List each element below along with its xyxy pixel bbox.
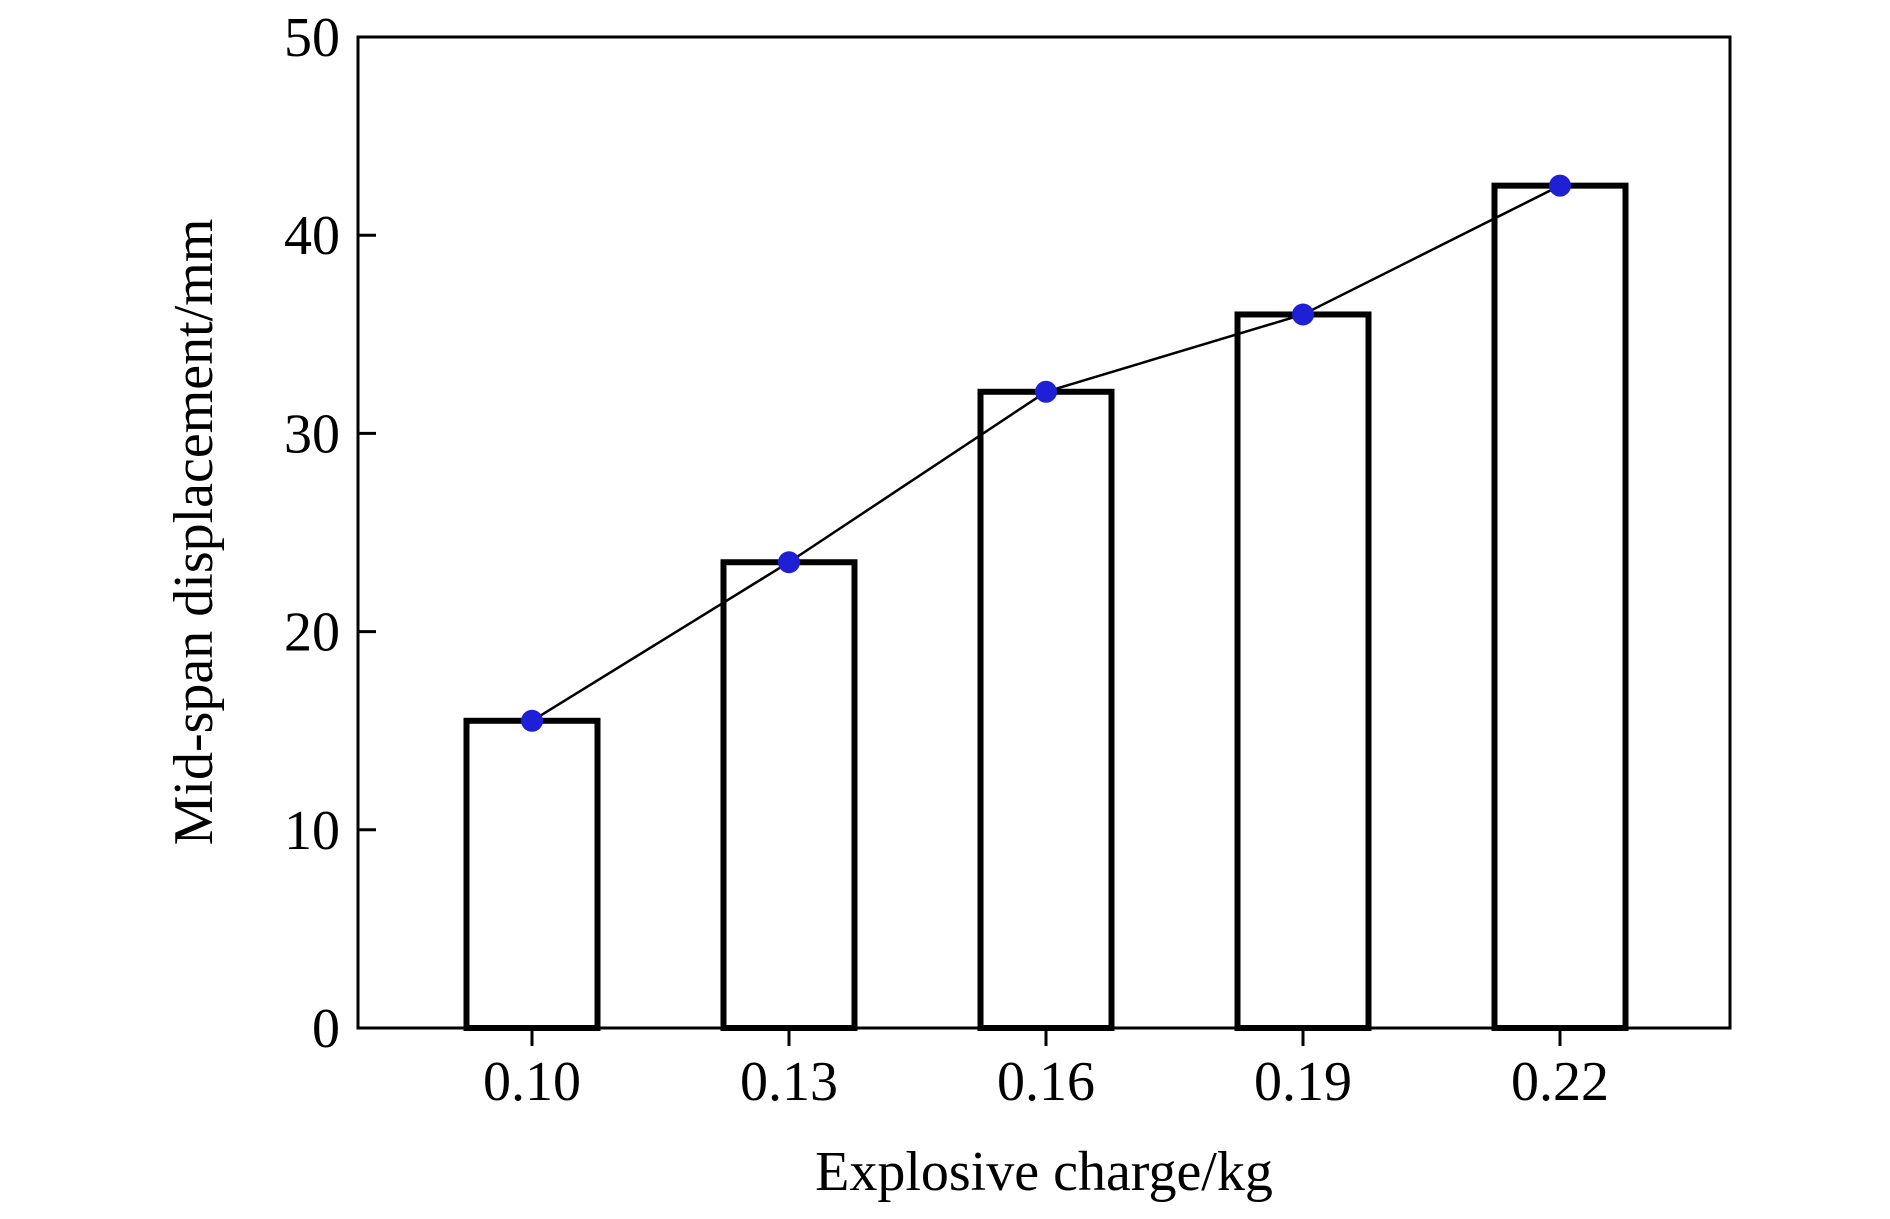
point-0.16 <box>1035 380 1057 403</box>
bar-0.13 <box>720 559 858 1031</box>
bar-0.16 <box>977 388 1115 1031</box>
line-layer <box>521 174 1571 732</box>
y-tick-label-50: 50 <box>284 7 340 69</box>
x-tick-label-0.19: 0.19 <box>1254 1051 1352 1113</box>
x-tick-label-0.16: 0.16 <box>997 1051 1095 1113</box>
bar-0.22 <box>1491 182 1629 1031</box>
bar-0.19 <box>1234 311 1372 1032</box>
y-tick-label-0: 0 <box>312 998 340 1060</box>
bar-0.10 <box>463 717 601 1031</box>
y-tick-label-20: 20 <box>284 602 340 664</box>
point-0.10 <box>521 709 543 732</box>
y-tick-label-10: 10 <box>284 800 340 862</box>
x-axis-title: Explosive charge/kg <box>815 1141 1273 1203</box>
plot-frame <box>356 35 1732 1030</box>
bars-layer <box>463 182 1629 1032</box>
x-tick-label-0.13: 0.13 <box>740 1051 838 1113</box>
y-axis-title: Mid-span displacement/mm <box>163 219 225 846</box>
point-0.22 <box>1549 174 1571 197</box>
point-0.19 <box>1292 303 1314 326</box>
x-tick-label-0.10: 0.10 <box>483 1051 581 1113</box>
x-tick-label-0.22: 0.22 <box>1511 1051 1609 1113</box>
axes-layer: 0 10 20 30 40 50 0.10 0.13 0.16 0.19 0.22 <box>284 7 1732 1113</box>
point-0.13 <box>778 551 800 574</box>
y-tick-label-40: 40 <box>284 205 340 267</box>
y-tick-label-30: 30 <box>284 403 340 465</box>
